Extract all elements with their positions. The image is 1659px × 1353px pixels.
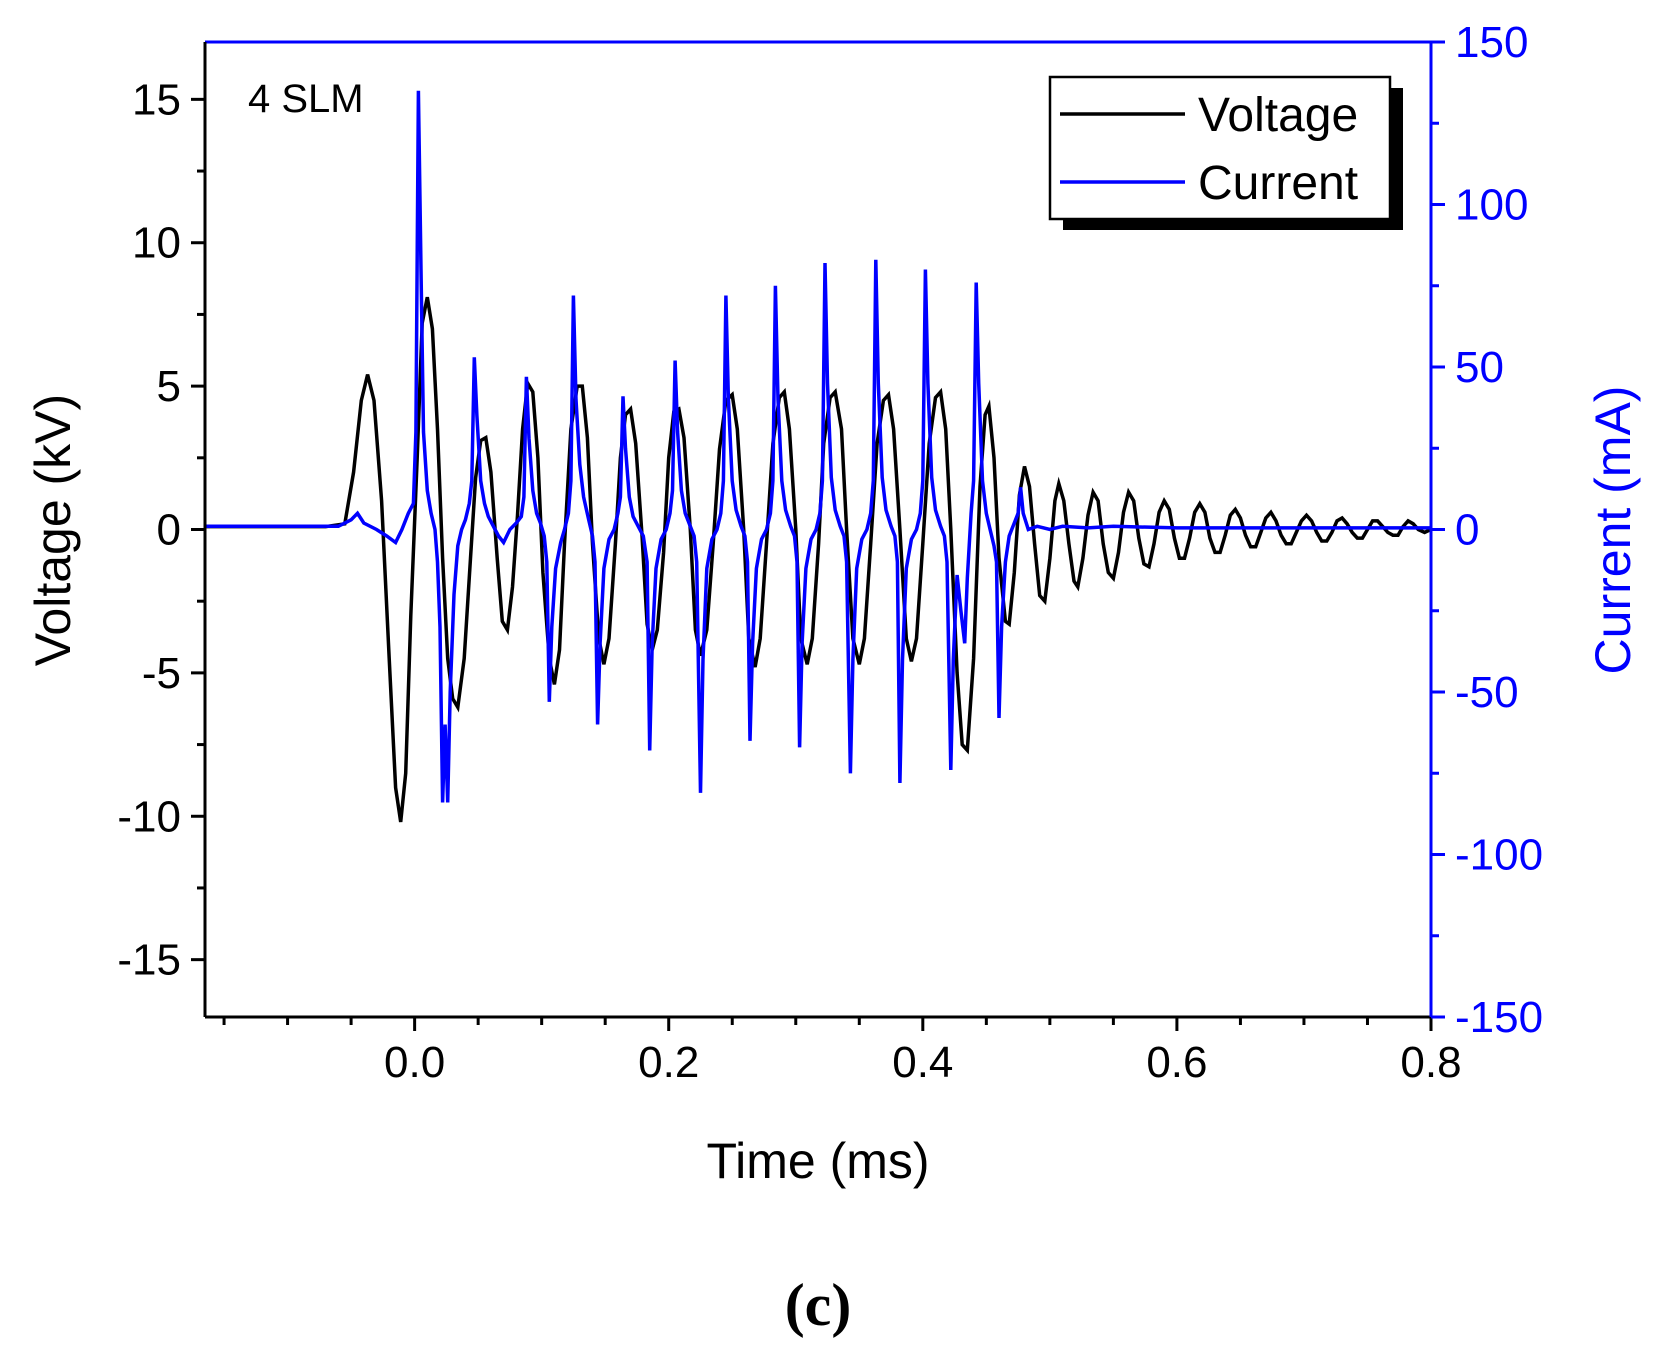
legend: Voltage Current bbox=[1048, 75, 1403, 230]
y-right-tick-label: 150 bbox=[1455, 18, 1528, 67]
y-left-tick-label: -15 bbox=[117, 936, 181, 985]
x-tick-label: 0.6 bbox=[1146, 1038, 1207, 1087]
y-right-tick-label: 50 bbox=[1455, 343, 1504, 392]
y-right-tick-label: -50 bbox=[1455, 668, 1519, 717]
x-tick-label: 0.4 bbox=[892, 1038, 953, 1087]
voltage-series-line bbox=[205, 296, 1431, 823]
y-left-tick-label: 5 bbox=[157, 362, 181, 411]
y-left-tick-label: 0 bbox=[157, 506, 181, 555]
x-tick-label: 0.8 bbox=[1400, 1038, 1461, 1087]
x-tick-label: 0.2 bbox=[638, 1038, 699, 1087]
y-left-tick-label: -10 bbox=[117, 792, 181, 841]
legend-box bbox=[1048, 75, 1392, 221]
right-y-axis-ticks: 150 100 50 0 -50 -100 -150 bbox=[1431, 18, 1543, 1042]
legend-voltage-label: Voltage bbox=[1198, 89, 1358, 142]
y-left-tick-label: -5 bbox=[142, 649, 181, 698]
y-right-tick-label: 100 bbox=[1455, 181, 1528, 230]
flow-rate-annotation: 4 SLM bbox=[248, 77, 364, 121]
y-right-tick-label: -150 bbox=[1455, 993, 1543, 1042]
current-series-line bbox=[205, 90, 1431, 803]
y-right-tick-label: -100 bbox=[1455, 831, 1543, 880]
left-y-axis-title: Voltage (kV) bbox=[25, 394, 81, 666]
x-axis-ticks: 0.0 0.2 0.4 0.6 0.8 bbox=[222, 1017, 1462, 1087]
left-y-axis-ticks: 15 10 5 0 -5 -10 -15 bbox=[117, 75, 205, 985]
y-left-tick-label: 15 bbox=[132, 75, 181, 124]
legend-current-label: Current bbox=[1198, 157, 1358, 210]
right-y-axis-title: Current (mA) bbox=[1585, 386, 1641, 675]
x-tick-label: 0.0 bbox=[384, 1038, 445, 1087]
figure-caption: (c) bbox=[785, 1272, 852, 1338]
y-right-tick-label: 0 bbox=[1455, 506, 1479, 555]
x-axis-title: Time (ms) bbox=[706, 1133, 929, 1189]
y-left-tick-label: 10 bbox=[132, 219, 181, 268]
